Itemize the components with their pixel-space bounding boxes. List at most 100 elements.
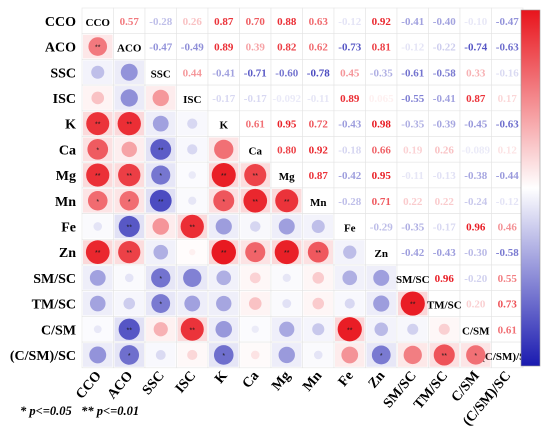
corr-circle-5-2 — [150, 138, 172, 160]
diag-label-ssc: SSC — [151, 68, 171, 80]
coef-text-1-3: -0.49 — [181, 42, 204, 54]
coef-text-5-6: 0.80 — [277, 144, 297, 156]
coef-text-6-12: -0.38 — [464, 170, 487, 182]
grid-cell-3-3 — [176, 84, 209, 112]
grid-cell-1-5 — [239, 33, 272, 60]
grid-cell-1-3 — [176, 33, 209, 60]
corr-circle-13-12 — [466, 345, 486, 365]
sig-star-4-0: ** — [95, 122, 101, 129]
row-label-mg: Mg — [56, 169, 76, 184]
corr-circle-11-8 — [344, 298, 355, 309]
diag-label-mg: Mg — [279, 171, 295, 183]
corr-circle-11-3 — [184, 295, 201, 312]
col-label-ca: Ca — [240, 369, 262, 392]
coef-text-0-4: 0.87 — [214, 16, 234, 28]
corr-circle-10-0 — [89, 269, 106, 286]
diag-label-c-sm-sc: (C/SM)/SC — [481, 351, 533, 363]
grid-cell-5-7 — [302, 136, 335, 163]
grid-cell-3-12 — [459, 84, 492, 112]
grid-cell-1-1 — [113, 33, 146, 60]
coef-text-4-9: 0.98 — [372, 119, 392, 131]
corr-circle-13-0 — [89, 346, 107, 364]
coef-text-1-6: 0.82 — [277, 42, 297, 54]
sig-star-7-6: ** — [284, 199, 290, 206]
coef-text-7-9: 0.71 — [372, 196, 391, 208]
coef-text-9-11: -0.43 — [433, 247, 456, 259]
sig-star-9-6: ** — [284, 250, 290, 257]
sig-star-9-1: ** — [127, 250, 133, 257]
grid-cell-4-7 — [302, 110, 335, 137]
grid-cell-7-9 — [365, 187, 398, 214]
corr-circle-4-1 — [117, 111, 141, 136]
row-label-aco: ACO — [45, 41, 76, 56]
sig-star-7-2: ** — [158, 199, 164, 206]
coef-text-2-12: 0.33 — [466, 67, 486, 79]
corr-circle-7-2 — [149, 189, 172, 212]
coef-text-6-11: -0.13 — [433, 170, 456, 182]
row-label-cco: CCO — [45, 15, 76, 30]
sig-star-11-10: ** — [410, 302, 416, 309]
coef-text-0-10: -0.41 — [401, 16, 424, 28]
corr-circle-10-5 — [249, 272, 261, 284]
grid-cell-6-6 — [270, 161, 303, 189]
coef-text-0-5: 0.70 — [246, 16, 266, 28]
corr-circle-9-3 — [189, 249, 196, 256]
row-label-fe: Fe — [61, 220, 76, 235]
grid-cell-3-10 — [396, 84, 429, 112]
corr-circle-10-7 — [312, 272, 325, 284]
coef-text-5-10: 0.19 — [403, 144, 423, 156]
grid-cell-3-8 — [333, 84, 366, 112]
coef-text-8-9: -0.29 — [370, 221, 393, 233]
sig-star-6-2: * — [159, 173, 162, 180]
diag-label-aco: ACO — [117, 43, 142, 55]
coef-text-4-13: -0.63 — [496, 119, 519, 131]
corr-circle-7-3 — [188, 196, 197, 205]
grid-cell-6-11 — [428, 161, 461, 189]
sig-star-7-4: * — [222, 199, 225, 206]
corr-circle-4-2 — [152, 115, 169, 132]
grid-cell-2-2 — [144, 59, 177, 86]
grid-cell-3-5 — [239, 84, 272, 112]
col-label-mn: Mn — [300, 369, 325, 395]
grid-cell-7-11 — [428, 187, 461, 214]
corr-circle-12-6 — [279, 321, 295, 337]
grid-cell-5-5 — [239, 136, 272, 163]
grid-cell-1-2 — [144, 33, 177, 60]
row-label-isc: ISC — [53, 92, 76, 107]
coef-text-3-7: -0.11 — [307, 93, 329, 105]
row-label-c-sm: C/SM — [41, 323, 76, 338]
diag-label-zn: Zn — [375, 248, 388, 260]
coef-text-4-11: -0.39 — [433, 119, 456, 131]
grid-cell-4-11 — [428, 110, 461, 137]
coef-text-10-13: 0.55 — [498, 273, 518, 285]
corr-circle-11-4 — [216, 295, 232, 312]
coef-text-7-10: 0.22 — [403, 196, 423, 208]
sig-star-9-5: * — [254, 250, 257, 257]
coef-text-9-10: -0.42 — [401, 247, 424, 259]
sig-star-6-4: ** — [221, 173, 227, 180]
coef-text-5-11: 0.26 — [435, 144, 455, 156]
sig-star-9-7: ** — [316, 250, 322, 257]
corr-circle-7-5 — [243, 188, 268, 213]
color-legend-bar — [520, 9, 541, 367]
coef-text-1-10: -0.12 — [401, 42, 424, 54]
sig-star-13-11: ** — [442, 353, 448, 360]
sig-star-5-2: ** — [158, 147, 164, 154]
coef-text-3-11: -0.41 — [433, 93, 456, 105]
grid-cell-1-8 — [333, 33, 366, 60]
grid-cell-3-6 — [270, 84, 303, 112]
coef-text-2-8: 0.45 — [340, 67, 360, 79]
col-label-k: K — [212, 369, 231, 387]
coef-text-7-12: -0.24 — [464, 196, 487, 208]
corr-circle-6-0 — [86, 163, 110, 187]
grid-cell-3-13 — [491, 84, 524, 112]
corr-circle-6-2 — [151, 165, 171, 185]
grid-cell-13-13 — [491, 341, 524, 369]
corr-circle-6-4 — [211, 163, 236, 188]
grid-cell-11-13 — [491, 290, 524, 317]
diag-label-cco: CCO — [86, 17, 111, 29]
coef-text-3-13: 0.17 — [498, 93, 518, 105]
grid-cell-0-1 — [113, 7, 146, 35]
coef-text-8-12: 0.96 — [466, 221, 486, 233]
